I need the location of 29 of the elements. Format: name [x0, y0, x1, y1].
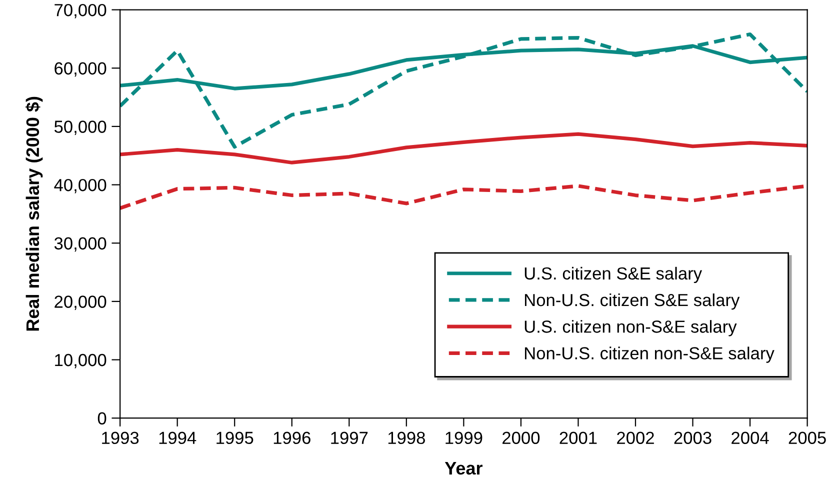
x-tick-label: 1995 — [216, 432, 254, 444]
legend-label: Non-U.S. citizen non-S&E salary — [524, 346, 774, 363]
x-tick-label: 1994 — [159, 432, 196, 444]
y-axis-title: Real median salary (2000 $) — [26, 96, 43, 331]
x-tick-label: 2005 — [788, 432, 826, 444]
x-tick-label: 1996 — [274, 432, 310, 444]
y-tick-label: 70,000 — [54, 4, 106, 18]
x-tick-label: 1998 — [388, 432, 425, 444]
legend-label: Non-U.S. citizen S&E salary — [524, 293, 740, 310]
x-tick-label: 2001 — [560, 432, 597, 444]
y-tick-label: 60,000 — [54, 62, 106, 77]
y-tick-label: 20,000 — [54, 296, 106, 310]
x-tick-label: 1997 — [331, 432, 368, 444]
y-tick-label: 0 — [98, 412, 106, 425]
line-series — [120, 32, 808, 149]
x-tick-label: 2004 — [732, 432, 769, 444]
y-tick-label: 50,000 — [54, 120, 106, 135]
x-tick-label: 2003 — [674, 432, 712, 444]
y-tick-label: 30,000 — [54, 237, 106, 252]
legend-label: U.S. citizen non-S&E salary — [524, 320, 737, 336]
x-tick-label: 2000 — [502, 432, 540, 444]
line-series — [120, 132, 808, 164]
y-tick-label: 10,000 — [55, 354, 106, 368]
x-tick-label: 1999 — [446, 432, 482, 444]
legend-label: U.S. citizen S&E salary — [524, 266, 702, 284]
x-axis-title: Year — [444, 462, 482, 475]
x-tick-label: 1993 — [102, 432, 139, 444]
y-tick-label: 40,000 — [54, 178, 106, 194]
x-tick-label: 2002 — [617, 432, 654, 444]
